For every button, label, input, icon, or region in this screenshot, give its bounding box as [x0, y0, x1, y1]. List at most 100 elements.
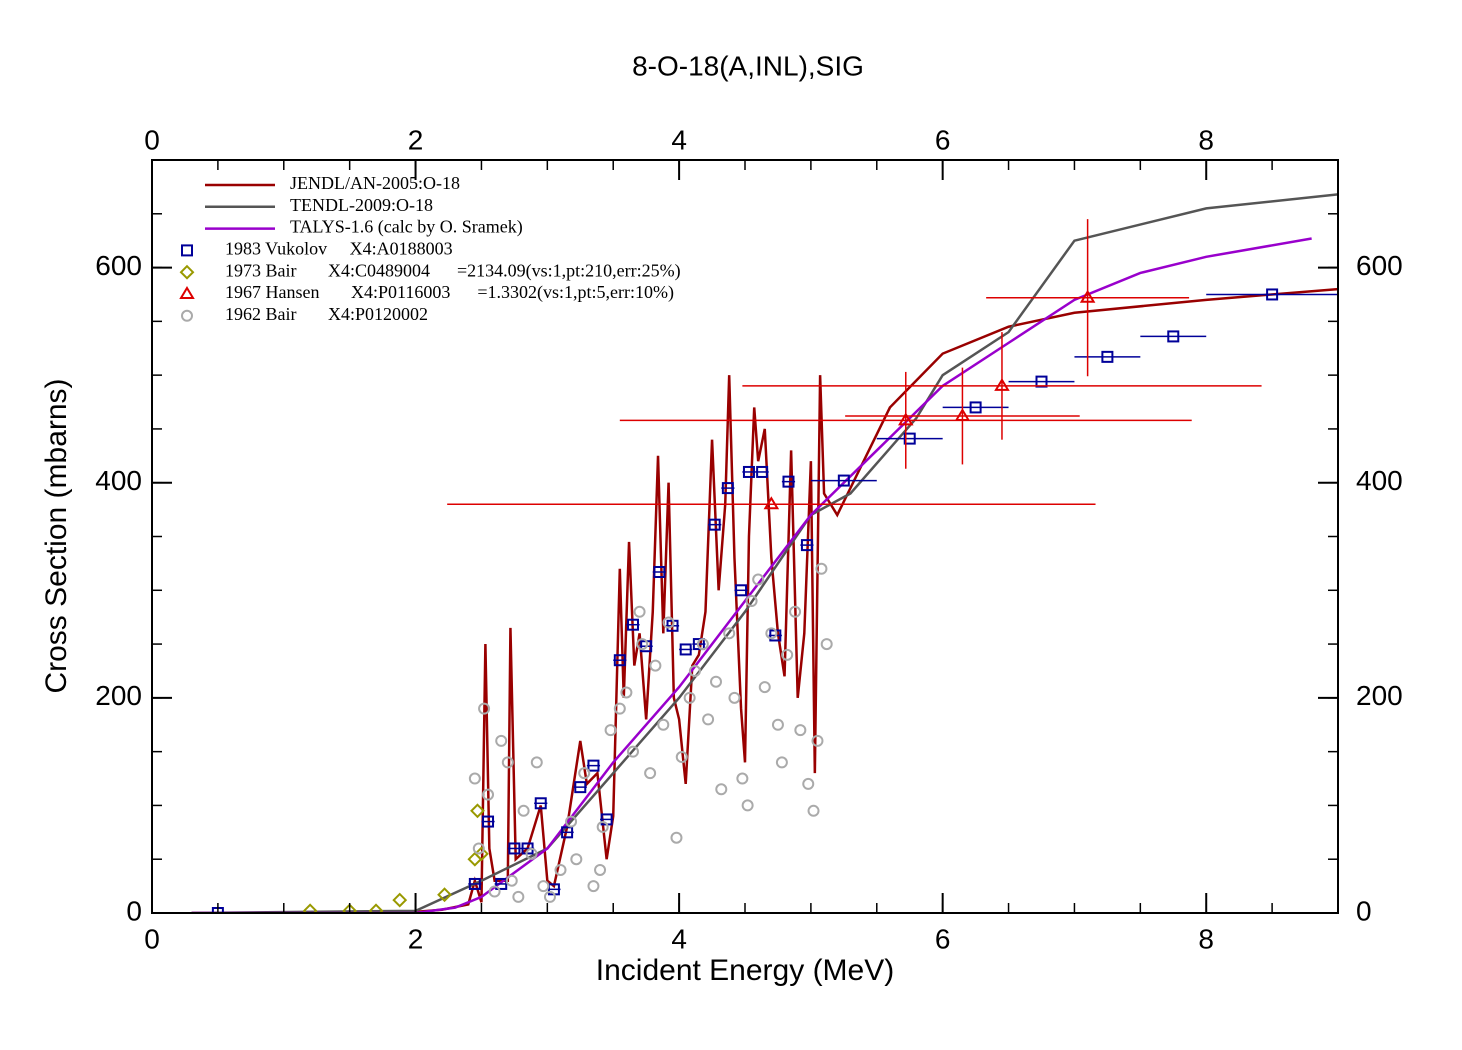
circle-marker: [613, 702, 626, 715]
circle-marker: [752, 573, 765, 586]
circle-marker: [512, 890, 525, 903]
series-line: [191, 193, 1338, 913]
circle-marker: [478, 702, 491, 715]
circle-marker: [820, 638, 833, 651]
circle-marker: [604, 724, 617, 737]
circle-marker: [741, 799, 754, 812]
circle-marker: [662, 616, 675, 629]
circle-marker: [815, 562, 828, 575]
x-top-tick-label: 4: [671, 124, 687, 155]
diamond-marker: [470, 803, 485, 819]
circle-marker: [715, 783, 728, 796]
x-tick-label: 8: [1198, 923, 1214, 954]
circle-marker: [530, 756, 543, 769]
square-marker: [613, 654, 626, 667]
square-marker: [482, 815, 495, 828]
circle-marker: [781, 648, 794, 661]
circle-marker: [745, 595, 758, 608]
triangle-marker: [994, 377, 1010, 391]
square-marker: [721, 482, 734, 495]
triangle-marker: [1079, 289, 1096, 303]
x-top-tick-label: 0: [144, 124, 160, 155]
legend-label: JENDL/AN-2005:O-18: [290, 173, 460, 193]
square-marker: [782, 475, 795, 488]
square-marker: [903, 432, 916, 445]
square-marker: [735, 584, 748, 597]
square-marker: [1101, 350, 1114, 363]
circle-marker: [696, 638, 709, 651]
square-marker: [653, 565, 666, 578]
square-marker: [837, 474, 850, 487]
circle-marker: [587, 880, 600, 893]
diamond-marker: [302, 903, 318, 913]
square-marker: [969, 401, 982, 414]
x-tick-label: 4: [671, 923, 687, 954]
x-top-tick-label: 8: [1198, 124, 1214, 155]
legend-label: TENDL-2009:O-18: [290, 195, 433, 215]
square-marker: [626, 618, 639, 631]
x-tick-label: 0: [144, 923, 160, 954]
x-axis-label: Incident Energy (MeV): [596, 954, 894, 987]
circle-marker: [794, 724, 807, 737]
square-marker: [561, 826, 574, 839]
triangle-marker: [954, 408, 971, 422]
square-marker: [1266, 288, 1279, 301]
y-tick-label: 0: [126, 895, 142, 926]
square-marker: [468, 877, 481, 890]
circle-marker: [488, 885, 501, 898]
circle-marker: [594, 863, 607, 876]
x-top-tick-label: 6: [935, 124, 951, 155]
circle-marker: [620, 686, 633, 699]
circle-marker: [644, 767, 657, 780]
diamond-marker: [392, 892, 408, 908]
series-line: [191, 287, 1338, 913]
y-right-tick-label: 200: [1356, 680, 1403, 711]
legend-label: 1967 Hansen X4:P0116003 =1.3302(vs:1,pt:…: [225, 282, 674, 303]
triangle-marker: [763, 496, 780, 510]
circle-marker: [505, 874, 518, 887]
circle-marker: [633, 605, 646, 618]
circle-marker: [501, 756, 514, 769]
legend-label: 1983 Vukolov X4:A0188003: [225, 239, 453, 259]
square-marker: [708, 518, 721, 531]
circle-marker: [802, 777, 815, 790]
square-marker: [495, 877, 508, 890]
y-tick-label: 400: [95, 465, 142, 496]
y-right-tick-label: 600: [1356, 250, 1403, 281]
diamond-marker: [467, 851, 483, 867]
circle-marker: [468, 772, 481, 785]
circle-marker: [495, 734, 508, 747]
circle-marker: [675, 751, 688, 764]
diamond-marker: [342, 903, 358, 913]
circle-marker: [765, 627, 778, 640]
y-tick-label: 600: [95, 250, 142, 281]
square-marker: [574, 781, 587, 794]
circle-marker: [554, 863, 567, 876]
square-marker: [587, 759, 600, 772]
y-axis-label: Cross Section (mbarns): [40, 378, 73, 693]
circle-marker: [570, 853, 583, 866]
square-marker: [800, 539, 813, 552]
circle-marker: [683, 691, 696, 704]
square-marker: [534, 797, 547, 810]
square-marker: [679, 643, 692, 656]
circle-marker: [517, 804, 530, 817]
circle-marker: [626, 745, 639, 758]
circle-marker: [181, 309, 193, 322]
square-marker: [181, 244, 193, 257]
diamond-marker: [437, 887, 452, 903]
x-tick-label: 2: [408, 923, 424, 954]
circle-marker: [657, 718, 670, 731]
legend-label: 1962 Bair X4:P0120002: [225, 304, 428, 324]
x-tick-label: 6: [935, 923, 951, 954]
circle-marker: [649, 659, 662, 672]
series-line: [191, 237, 1312, 913]
legend-label: 1973 Bair X4:C0489004 =2134.09(vs:1,pt:2…: [225, 260, 681, 281]
circle-marker: [723, 627, 736, 640]
square-marker: [756, 465, 769, 478]
circle-marker: [702, 713, 715, 726]
chart-title: 8-O-18(A,INL),SIG: [632, 50, 864, 81]
circle-marker: [543, 890, 556, 903]
diamond-marker: [368, 903, 384, 913]
